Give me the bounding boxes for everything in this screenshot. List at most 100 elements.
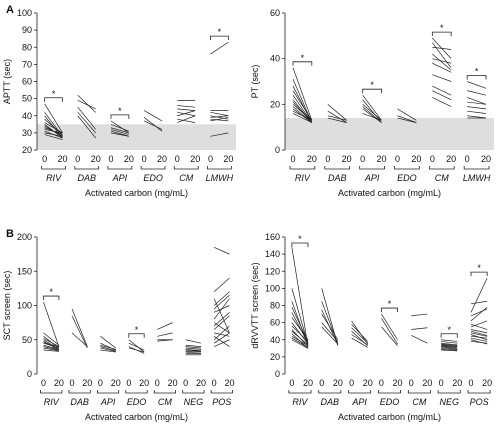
subject-line — [44, 103, 63, 134]
dose-label: 0 — [212, 378, 217, 388]
subject-line — [362, 99, 382, 123]
subject-line — [467, 90, 487, 96]
significance-star: * — [477, 263, 481, 273]
group-bracket — [318, 390, 342, 394]
subject-line — [441, 341, 458, 344]
subject-line — [327, 115, 347, 121]
significance-star: * — [440, 23, 444, 33]
group-bracket — [324, 166, 351, 170]
subject-line — [470, 306, 488, 322]
significance-star: * — [475, 67, 479, 77]
y-tick-label: 0 — [275, 369, 280, 379]
dose-label: 0 — [379, 378, 384, 388]
y-tick-label: 40 — [270, 54, 280, 64]
subject-line — [143, 120, 163, 130]
subject-line — [213, 325, 230, 341]
subject-line — [210, 111, 229, 117]
subject-line — [110, 129, 129, 135]
group-pos: 0 20 POS — [210, 246, 234, 407]
subject-line — [470, 324, 488, 330]
subject-line — [441, 339, 458, 342]
significance-star: * — [52, 89, 56, 99]
subject-line — [185, 351, 202, 353]
subject-line — [210, 115, 229, 120]
significance-bracket — [466, 75, 487, 80]
dose-label: 0 — [409, 378, 414, 388]
subject-line — [71, 332, 88, 347]
group-cm: 0 20 CM — [153, 322, 178, 407]
group-bracket — [182, 390, 205, 394]
subject-line — [43, 347, 59, 352]
subject-line — [185, 339, 202, 344]
group-bracket — [288, 390, 312, 394]
subject-line — [291, 330, 309, 346]
subject-line — [362, 94, 382, 121]
dose-label: 0 — [395, 154, 400, 164]
subject-line — [143, 117, 163, 132]
subject-line — [362, 113, 382, 121]
dose-label: 0 — [126, 378, 131, 388]
dose-label: 0 — [291, 154, 296, 164]
subject-line — [321, 326, 339, 345]
subject-line — [327, 117, 347, 123]
y-tick-label: 20 — [270, 352, 280, 362]
group-bracket — [74, 166, 100, 170]
y-tick-label: 90 — [22, 25, 32, 35]
subject-line — [213, 339, 230, 347]
group-label: RIV — [292, 397, 308, 407]
subject-line — [77, 94, 96, 113]
group-label: API — [364, 173, 380, 183]
group-api: * 0 20 API — [359, 80, 386, 183]
subject-line — [432, 90, 452, 101]
subject-line — [157, 339, 173, 342]
y-tick-label: 20 — [270, 99, 280, 109]
group-edo: * 0 20 EDO — [378, 299, 403, 407]
y-tick-label: 100 — [17, 301, 32, 311]
subject-line — [470, 329, 488, 334]
dose-label: 0 — [155, 378, 160, 388]
subject-line — [397, 117, 417, 123]
group-label: RIV — [44, 397, 60, 407]
group-label: DAB — [70, 397, 89, 407]
subject-line — [362, 104, 382, 121]
subject-line — [128, 339, 145, 353]
reference-band — [285, 118, 494, 150]
y-axis-label: dRVVTT screen (sec) — [250, 262, 260, 348]
subject-line — [43, 346, 59, 351]
subject-line — [177, 118, 196, 123]
subject-line — [470, 337, 488, 342]
dose-label: 0 — [208, 154, 213, 164]
subject-line — [441, 345, 458, 347]
group-edo: 0 20 EDO — [394, 108, 421, 183]
significance-star: * — [298, 234, 302, 244]
subject-line — [381, 313, 398, 340]
subject-line — [291, 336, 309, 347]
subject-line — [43, 342, 59, 349]
subject-line — [441, 343, 458, 347]
subject-line — [177, 110, 196, 117]
y-tick-label: 200 — [17, 232, 32, 242]
subject-line — [411, 313, 428, 317]
group-label: API — [351, 397, 367, 407]
group-label: RIV — [46, 173, 62, 183]
group-bracket — [348, 390, 372, 394]
y-tick-label: 0 — [27, 369, 32, 379]
subject-line — [470, 277, 488, 313]
dose-label: 20 — [190, 154, 200, 164]
dose-label: 0 — [325, 154, 330, 164]
significance-bracket — [43, 295, 60, 301]
subject-line — [77, 112, 96, 134]
dose-label: 20 — [342, 154, 352, 164]
significance-bracket — [362, 88, 382, 94]
reference-band — [37, 124, 236, 150]
subject-line — [470, 339, 488, 345]
group-label: LMWH — [463, 173, 491, 183]
subject-line — [100, 336, 116, 349]
subject-line — [210, 115, 229, 118]
subject-line — [441, 347, 458, 349]
y-tick-label: 40 — [22, 111, 32, 121]
group-bracket — [378, 390, 401, 394]
group-bracket — [173, 166, 199, 170]
subject-line — [214, 332, 230, 337]
group-lmwh: * 0 20 LMWH — [463, 67, 491, 184]
